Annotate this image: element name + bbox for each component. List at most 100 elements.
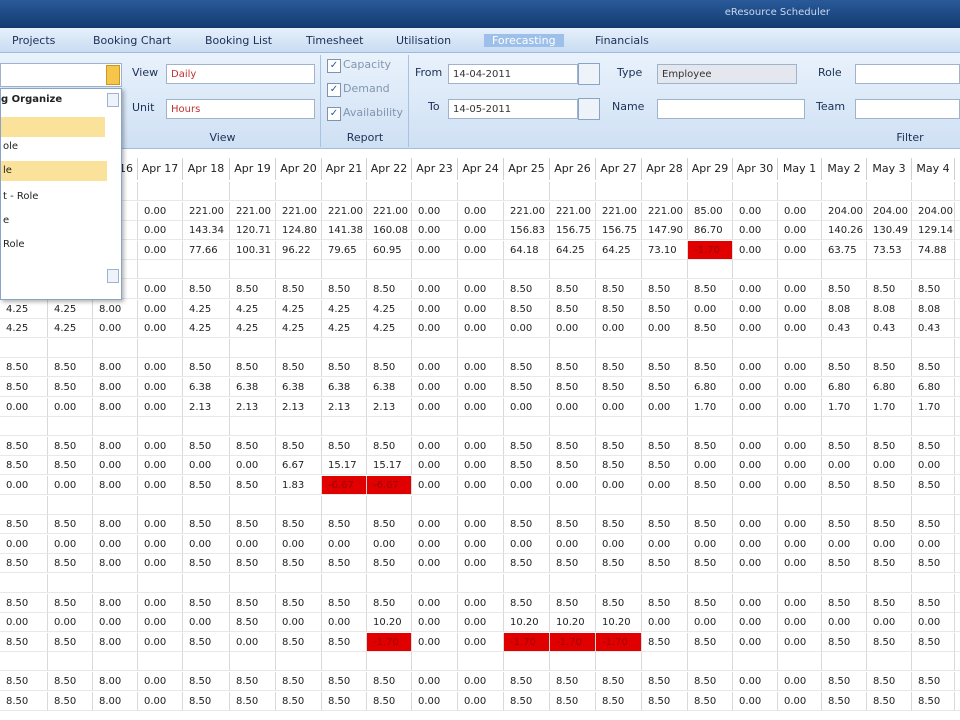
grid-cell: 8.50 bbox=[550, 515, 596, 535]
type-select[interactable]: Employee bbox=[657, 64, 797, 84]
menu-tab[interactable]: Booking Chart bbox=[93, 34, 172, 47]
grid-cell: 0.00 bbox=[458, 476, 504, 495]
dropdown-item[interactable]: e bbox=[3, 215, 10, 226]
grid-cell: -1.70 bbox=[550, 632, 596, 652]
grid-cell: 8.50 bbox=[0, 456, 48, 476]
grid-cell: 0.00 bbox=[688, 456, 733, 476]
menu-tab[interactable]: Timesheet bbox=[306, 34, 364, 47]
empty-cell bbox=[458, 182, 504, 201]
empty-cell bbox=[778, 260, 822, 280]
checkbox[interactable]: ✓ bbox=[327, 83, 341, 97]
calendar-button[interactable] bbox=[578, 63, 600, 85]
grid-cell: 8.50 bbox=[688, 476, 733, 495]
from-date[interactable]: 14-04-2011 bbox=[448, 64, 578, 84]
column-header: May 3 bbox=[867, 158, 912, 180]
empty-cell bbox=[138, 338, 183, 358]
column-header: Apr 25 bbox=[504, 158, 550, 180]
grid-cell: 0.00 bbox=[138, 593, 183, 613]
menu-tab[interactable]: Utilisation bbox=[396, 34, 452, 47]
grid-cell: 0.00 bbox=[688, 299, 733, 319]
menu-tab[interactable]: Forecasting bbox=[484, 34, 564, 47]
grid-cell: 8.50 bbox=[642, 515, 688, 535]
empty-cell bbox=[688, 260, 733, 280]
scroll-down[interactable] bbox=[107, 269, 119, 283]
name-select[interactable] bbox=[657, 99, 805, 119]
grid-cell: 8.50 bbox=[322, 593, 367, 613]
empty-cell bbox=[955, 241, 960, 260]
grid-cell: 6.80 bbox=[912, 378, 955, 397]
empty-cell bbox=[367, 574, 412, 593]
grid-cell: 8.50 bbox=[48, 593, 93, 613]
grid-cell: 0.00 bbox=[412, 554, 458, 574]
empty-cell bbox=[504, 495, 550, 515]
grid-cell: 64.25 bbox=[550, 240, 596, 260]
grid-cell: 0.00 bbox=[778, 319, 822, 339]
checkbox[interactable]: ✓ bbox=[327, 59, 341, 73]
column-header: May 1 bbox=[778, 158, 822, 180]
grid-cell: 0.00 bbox=[412, 593, 458, 613]
empty-cell bbox=[912, 495, 955, 515]
empty-cell bbox=[733, 417, 778, 437]
calendar-button[interactable] bbox=[578, 98, 600, 120]
grid-cell: 0.00 bbox=[458, 358, 504, 378]
group-label: Filter bbox=[896, 131, 924, 144]
menu-tab[interactable]: Financials bbox=[595, 34, 649, 47]
team-select[interactable] bbox=[855, 99, 960, 119]
grid-cell: 8.50 bbox=[276, 436, 322, 456]
grid-cell: 0.00 bbox=[642, 319, 688, 339]
grid-cell: 0.00 bbox=[778, 534, 822, 554]
checkbox[interactable]: ✓ bbox=[327, 107, 341, 121]
view-select[interactable]: Daily bbox=[166, 64, 315, 84]
grid-cell: 8.50 bbox=[48, 691, 93, 711]
grid-cell: 0.00 bbox=[912, 456, 955, 476]
grid-cell: 0.00 bbox=[596, 476, 642, 495]
grid-cell: 8.50 bbox=[322, 672, 367, 691]
grid-cell: 8.00 bbox=[93, 554, 138, 574]
dropdown-item[interactable]: le bbox=[1, 161, 107, 181]
type-label: Type bbox=[617, 66, 643, 79]
grid-cell: 8.50 bbox=[183, 280, 230, 299]
dropdown-item[interactable] bbox=[1, 117, 105, 137]
grid-cell: 8.50 bbox=[688, 515, 733, 535]
combo-arrow[interactable] bbox=[106, 65, 120, 85]
menu-tab[interactable]: Projects bbox=[12, 34, 56, 47]
empty-cell bbox=[322, 260, 367, 280]
dropdown-item[interactable]: ole bbox=[3, 141, 19, 152]
empty-cell bbox=[504, 260, 550, 280]
grid-cell: 0.00 bbox=[688, 534, 733, 554]
dropdown-item[interactable]: t - Role bbox=[3, 191, 39, 202]
grid-cell: 0.00 bbox=[412, 240, 458, 260]
grid-cell: 8.50 bbox=[0, 554, 48, 574]
grid-cell: 221.00 bbox=[230, 201, 276, 221]
empty-cell bbox=[550, 338, 596, 358]
grid-cell: 8.50 bbox=[642, 554, 688, 574]
to-date[interactable]: 14-05-2011 bbox=[448, 99, 578, 119]
role-select[interactable] bbox=[855, 64, 960, 84]
grid-cell: 8.50 bbox=[550, 299, 596, 319]
grid-cell: 0.00 bbox=[458, 672, 504, 691]
empty-cell bbox=[230, 260, 276, 280]
grid-cell: 0.00 bbox=[596, 397, 642, 417]
dropdown-item[interactable]: Role bbox=[3, 239, 25, 250]
empty-cell bbox=[912, 417, 955, 437]
column-header: Apr 27 bbox=[596, 158, 642, 180]
organize-combo[interactable] bbox=[0, 63, 122, 87]
grid-cell: 6.38 bbox=[367, 378, 412, 397]
grid-cell: 64.18 bbox=[504, 240, 550, 260]
empty-cell bbox=[276, 417, 322, 437]
grid-cell: 8.50 bbox=[48, 358, 93, 378]
grid-cell: 8.50 bbox=[596, 593, 642, 613]
unit-select[interactable]: Hours bbox=[166, 99, 315, 119]
grid-cell: 8.50 bbox=[688, 319, 733, 339]
empty-cell bbox=[550, 417, 596, 437]
grid-cell: 6.38 bbox=[322, 378, 367, 397]
grid-cell: 0.00 bbox=[412, 397, 458, 417]
grid-cell: 85.00 bbox=[688, 201, 733, 221]
empty-cell bbox=[0, 652, 48, 672]
grid-cell: 8.50 bbox=[688, 554, 733, 574]
empty-cell bbox=[955, 613, 960, 633]
grid-cell: 0.00 bbox=[230, 456, 276, 476]
menu-tab[interactable]: Booking List bbox=[205, 34, 273, 47]
scroll-up[interactable] bbox=[107, 93, 119, 107]
grid-cell: 8.50 bbox=[322, 554, 367, 574]
